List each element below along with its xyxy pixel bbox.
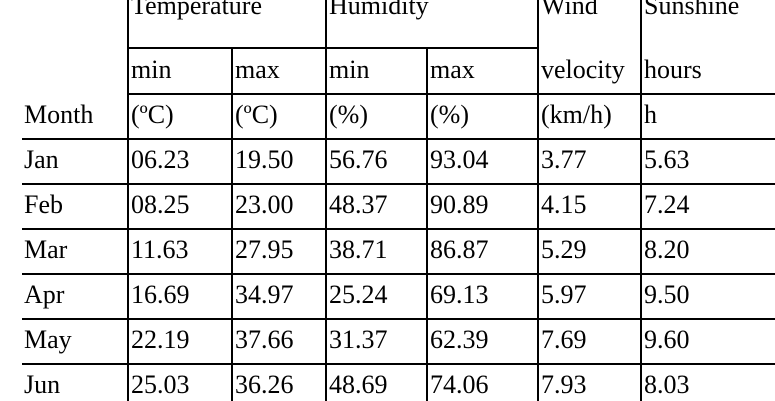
cell-wind: 7.93	[541, 370, 587, 399]
cell-temp-min: 06.23	[131, 145, 190, 174]
grid-hline	[22, 183, 775, 185]
unit-temp-min: (ºC)	[131, 100, 174, 129]
subheader-hum-min: min	[329, 55, 370, 84]
cell-hum-max: 90.89	[430, 190, 489, 219]
grid-hline	[22, 318, 775, 320]
subheader-temp-min: min	[131, 55, 172, 84]
cell-temp-max: 34.97	[235, 280, 294, 309]
cell-month: Jun	[24, 370, 61, 399]
header-wind: Wind	[541, 0, 598, 20]
cell-sunshine: 9.50	[644, 280, 690, 309]
cell-sunshine: 9.60	[644, 325, 690, 354]
cell-hum-min: 31.37	[329, 325, 388, 354]
grid-vline	[231, 47, 233, 401]
cell-temp-max: 19.50	[235, 145, 294, 174]
cell-month: May	[24, 325, 72, 354]
cell-wind: 3.77	[541, 145, 587, 174]
subheader-wind-velocity: velocity	[541, 55, 625, 84]
unit-hum-min: (%)	[329, 100, 368, 129]
cell-sunshine: 7.24	[644, 190, 690, 219]
cell-temp-max: 23.00	[235, 190, 294, 219]
cell-temp-min: 08.25	[131, 190, 190, 219]
grid-vline	[426, 47, 428, 401]
cell-month: Mar	[24, 235, 68, 264]
grid-vline	[640, 0, 642, 401]
cell-wind: 7.69	[541, 325, 587, 354]
cell-wind: 5.29	[541, 235, 587, 264]
cell-month: Feb	[24, 190, 63, 219]
grid-hline	[127, 93, 775, 95]
unit-wind: (km/h)	[541, 100, 612, 129]
cell-hum-min: 38.71	[329, 235, 388, 264]
cell-sunshine: 8.03	[644, 370, 690, 399]
cell-hum-max: 86.87	[430, 235, 489, 264]
cell-month: Jan	[24, 145, 59, 174]
grid-vline	[127, 0, 129, 401]
cell-temp-min: 11.63	[131, 235, 189, 264]
grid-hline	[22, 228, 775, 230]
cell-hum-max: 69.13	[430, 280, 489, 309]
subheader-temp-max: max	[235, 55, 280, 84]
cell-hum-max: 74.06	[430, 370, 489, 399]
grid-hline	[22, 138, 775, 140]
grid-vline	[325, 0, 327, 401]
cell-sunshine: 5.63	[644, 145, 690, 174]
cell-wind: 5.97	[541, 280, 587, 309]
cell-hum-min: 48.69	[329, 370, 388, 399]
unit-hum-max: (%)	[430, 100, 469, 129]
subheader-sunshine-hours: hours	[644, 55, 702, 84]
header-sunshine: Sunshine	[644, 0, 740, 20]
grid-hline	[127, 47, 538, 49]
header-humidity: Humidity	[329, 0, 429, 20]
cell-temp-max: 37.66	[235, 325, 294, 354]
cell-hum-min: 25.24	[329, 280, 388, 309]
cell-month: Apr	[24, 280, 65, 309]
cell-temp-min: 16.69	[131, 280, 190, 309]
cell-wind: 4.15	[541, 190, 587, 219]
cell-sunshine: 8.20	[644, 235, 690, 264]
unit-sunshine: h	[644, 100, 657, 129]
grid-hline	[22, 363, 775, 365]
grid-vline	[537, 0, 539, 401]
cell-temp-max: 36.26	[235, 370, 294, 399]
unit-temp-max: (ºC)	[235, 100, 278, 129]
header-month: Month	[24, 100, 94, 129]
cell-hum-min: 48.37	[329, 190, 388, 219]
cell-temp-min: 25.03	[131, 370, 190, 399]
cell-temp-max: 27.95	[235, 235, 294, 264]
cell-hum-min: 56.76	[329, 145, 388, 174]
cell-hum-max: 93.04	[430, 145, 489, 174]
header-temperature: Temperature	[131, 0, 262, 20]
cell-temp-min: 22.19	[131, 325, 190, 354]
grid-hline	[22, 273, 775, 275]
cell-hum-max: 62.39	[430, 325, 489, 354]
subheader-hum-max: max	[430, 55, 475, 84]
